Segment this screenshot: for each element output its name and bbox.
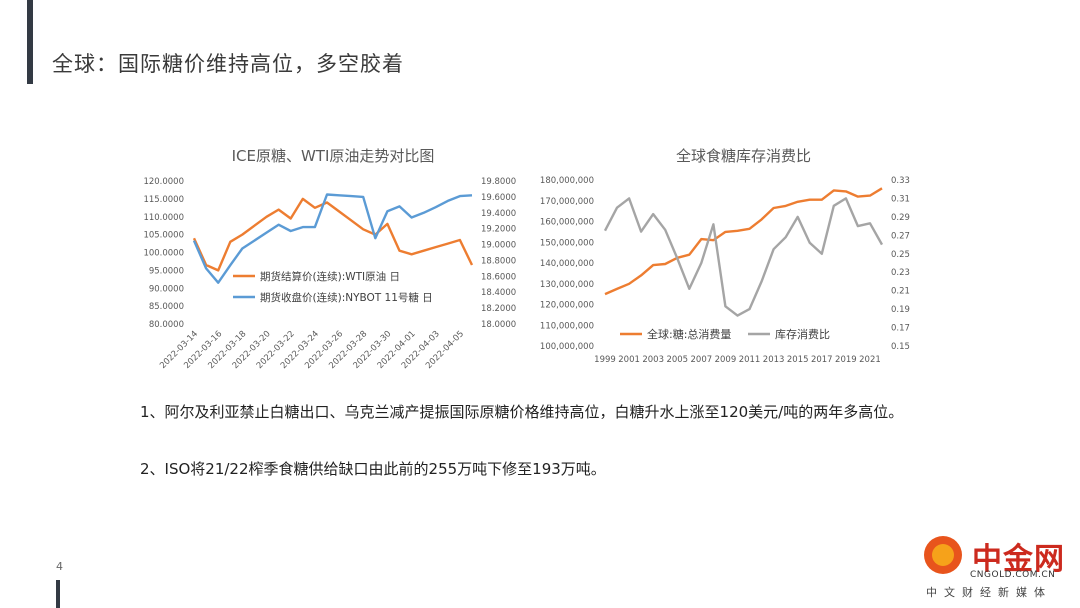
chart1-legend-label-2: 期货收盘价(连续):NYBOT 11号糖 日: [260, 291, 433, 304]
ice-wti-chart: ICE原糖、WTI原油走势对比图 80.0000 85.0000 90.0000 95.…: [128, 138, 528, 378]
logo-url: CNGOLD.COM.CN: [970, 570, 1056, 580]
chart2-right-tick-label: 0.17: [891, 324, 910, 334]
chart2-x-tick-label: 2019: [835, 355, 857, 365]
cngold-logo: 中金网 CNGOLD.COM.CN 中文财经新媒体: [918, 532, 1078, 608]
chart2-left-tick-label: 100,000,000: [540, 342, 594, 352]
chart1-right-tick-label: 18.0000: [481, 320, 516, 330]
chart1-left-tick-label: 90.0000: [149, 284, 184, 294]
chart2-title: 全球食糖库存消费比: [676, 147, 811, 165]
chart2-right-tick-label: 0.15: [891, 342, 910, 352]
logo-mark-inner-icon: [932, 544, 954, 566]
chart2-x-tick-label: 2021: [859, 355, 881, 365]
chart2-left-tick-label: 150,000,000: [540, 238, 594, 248]
chart2-x-tick-label: 2007: [691, 355, 713, 365]
chart1-right-tick-label: 19.8000: [481, 177, 516, 187]
chart1-right-tick-label: 19.2000: [481, 225, 516, 235]
chart2-right-tick-label: 0.25: [891, 250, 910, 260]
chart2-x-tick-label: 2017: [811, 355, 833, 365]
chart2-left-tick-label: 160,000,000: [540, 218, 594, 228]
chart1-left-tick-label: 100.0000: [143, 249, 184, 259]
chart2-x-tick-label: 2001: [618, 355, 640, 365]
chart2-x-tick-label: 2003: [642, 355, 664, 365]
chart2-series-2-line: [603, 197, 884, 317]
chart2-left-tick-label: 120,000,000: [540, 301, 594, 311]
page-number: 4: [56, 560, 63, 573]
chart1-right-tick-label: 19.0000: [481, 241, 516, 251]
chart2-x-tick-label: 2015: [787, 355, 809, 365]
chart2-left-tick-label: 180,000,000: [540, 176, 594, 186]
logo-name: 中金网: [972, 542, 1065, 577]
chart2-right-tick-label: 0.31: [891, 194, 910, 204]
chart1-legend-label-1: 期货结算价(连续):WTI原油 日: [260, 270, 400, 283]
chart1-title: ICE原糖、WTI原油走势对比图: [232, 147, 435, 165]
chart2-right-tick-label: 0.29: [891, 213, 910, 223]
chart2-x-tick-label: 2011: [739, 355, 761, 365]
stock-consumption-chart: 全球食糖库存消费比 100,000,000 110,000,000 120,000,0…: [528, 138, 928, 378]
chart1-right-tick-label: 18.6000: [481, 272, 516, 282]
chart2-left-tick-label: 170,000,000: [540, 197, 594, 207]
chart1-right-tick-label: 18.2000: [481, 304, 516, 314]
chart1-left-tick-label: 80.0000: [149, 320, 184, 330]
chart2-legend-label-1: 全球:糖:总消费量: [647, 327, 731, 341]
title-accent-bar: [27, 0, 33, 84]
chart1-series-1-line: [192, 197, 474, 272]
paragraph-1: 1、阿尔及利亚禁止白糖出口、乌克兰减产提振国际原糖价格维持高位，白糖升水上涨至1…: [140, 403, 904, 421]
slide-title: 全球：国际糖价维持高位，多空胶着: [52, 52, 404, 76]
chart1-right-tick-label: 19.4000: [481, 209, 516, 219]
chart1-right-tick-label: 19.6000: [481, 193, 516, 203]
chart2-x-tick-label: 2013: [763, 355, 785, 365]
chart2-x-tick-label: 1999: [594, 355, 616, 365]
chart1-left-tick-label: 115.0000: [143, 195, 184, 205]
chart2-right-tick-label: 0.27: [891, 231, 910, 241]
chart1-left-tick-label: 105.0000: [143, 231, 184, 241]
chart1-left-tick-label: 110.0000: [143, 213, 184, 223]
chart2-left-tick-label: 110,000,000: [540, 321, 594, 331]
chart1-left-tick-label: 120.0000: [143, 177, 184, 187]
chart2-left-tick-label: 130,000,000: [540, 280, 594, 290]
chart2-right-tick-label: 0.19: [891, 305, 910, 315]
chart1-left-tick-label: 95.0000: [149, 266, 184, 276]
chart1-series-2-line: [192, 193, 473, 284]
paragraph-2: 2、ISO将21/22榨季食糖供给缺口由此前的255万吨下修至193万吨。: [140, 460, 606, 478]
ice-wti-chart-svg: ICE原糖、WTI原油走势对比图 80.0000 85.0000 90.0000 95.…: [143, 147, 516, 371]
stock-consumption-chart-svg: 全球食糖库存消费比 100,000,000 110,000,000 120,000,0…: [540, 147, 910, 365]
chart2-legend-label-2: 库存消费比: [775, 327, 830, 341]
chart2-right-tick-label: 0.33: [891, 176, 910, 186]
chart1-right-tick-label: 18.4000: [481, 288, 516, 298]
chart2-series-1-line: [604, 187, 883, 296]
chart1-right-tick-label: 18.8000: [481, 256, 516, 266]
chart2-x-tick-label: 2009: [715, 355, 737, 365]
chart2-right-tick-label: 0.23: [891, 268, 910, 278]
chart2-right-tick-label: 0.21: [891, 287, 910, 297]
chart2-x-tick-label: 2005: [666, 355, 688, 365]
footer-accent-bar: [56, 580, 60, 608]
logo-subtitle: 中文财经新媒体: [926, 586, 1052, 599]
chart1-left-tick-label: 85.0000: [149, 302, 184, 312]
chart2-left-tick-label: 140,000,000: [540, 259, 594, 269]
